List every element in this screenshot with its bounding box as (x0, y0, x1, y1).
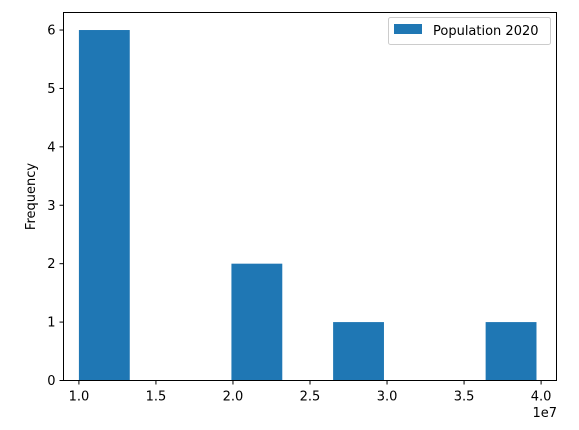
x-tick-label: 2.5 (300, 390, 321, 405)
legend: Population 2020 (388, 17, 551, 45)
y-tick-label: 2 (47, 257, 55, 272)
histogram-bar (78, 30, 130, 381)
legend-label: Population 2020 (433, 24, 539, 39)
histogram-bar (333, 322, 384, 381)
x-tick-label: 1.0 (69, 390, 90, 405)
x-axis-ticks: 1.0 1.5 2.0 2.5 3.0 3.5 4.0 (69, 380, 552, 405)
y-tick-label: 3 (47, 199, 55, 214)
y-tick-label: 4 (47, 140, 55, 155)
legend-frame (388, 17, 551, 45)
x-tick-label: 1.5 (146, 390, 167, 405)
y-axis-label: Frequency (24, 163, 39, 230)
plot-area-frame (63, 12, 557, 381)
histogram-bar (231, 263, 283, 381)
y-tick-label: 6 (47, 24, 55, 39)
x-tick-label: 3.0 (377, 390, 398, 405)
histogram-bar (485, 322, 537, 381)
y-tick-label: 0 (47, 374, 55, 389)
legend-swatch (394, 24, 422, 34)
x-tick-label: 2.0 (223, 390, 244, 405)
x-tick-label: 3.5 (454, 390, 475, 405)
y-tick-label: 5 (47, 82, 55, 97)
x-tick-label: 4.0 (531, 390, 552, 405)
x-axis-offset-label: 1e7 (532, 406, 557, 421)
y-tick-label: 1 (47, 316, 55, 331)
y-axis-ticks: 0 1 2 3 4 5 6 (47, 24, 64, 389)
histogram-bars (78, 30, 537, 381)
